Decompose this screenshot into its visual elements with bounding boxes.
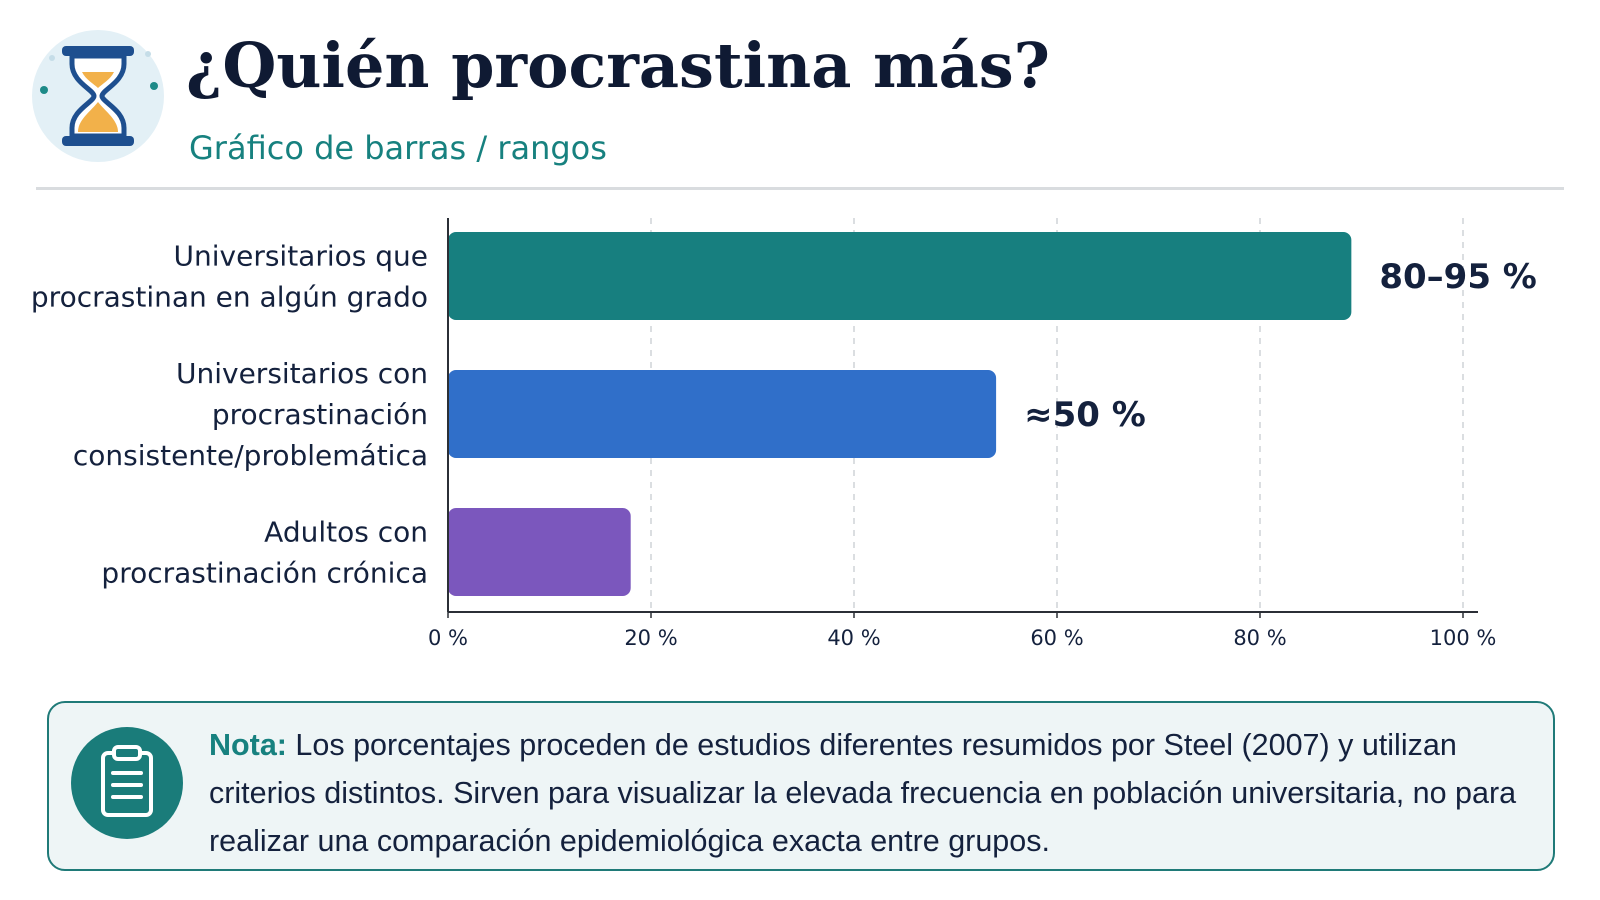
bar [448, 370, 997, 458]
page-subtitle: Gráfico de barras / rangos [189, 129, 607, 167]
x-tick-label: 100 % [1430, 626, 1497, 650]
x-tick-label: 80 % [1233, 626, 1286, 650]
category-label-line: procrastinan en algún grado [31, 281, 428, 314]
x-tick-label: 40 % [827, 626, 880, 650]
x-tick-label: 20 % [624, 626, 677, 650]
category-label: Adultos con procrastinación crónica [101, 516, 428, 590]
category-label: Universitarios con procrastinación consist… [73, 357, 428, 472]
category-label-line: consistente/problemática [73, 439, 428, 472]
x-tick-label: 0 % [428, 626, 468, 650]
category-label-line: Universitarios con [176, 357, 428, 390]
category-label-line: procrastinación [212, 398, 428, 431]
clipboard-icon [71, 727, 183, 839]
page-title: ¿Quién procrastina más? [186, 29, 1050, 102]
category-label-line: Universitarios que [174, 240, 429, 273]
value-label: 80–95 % [1379, 257, 1537, 297]
category-label: Universitarios que procrastinan en algún … [31, 240, 428, 314]
x-tick-label: 60 % [1030, 626, 1083, 650]
note-lead: Nota: [209, 728, 287, 762]
bar [448, 232, 1352, 320]
hourglass-icon [32, 30, 164, 162]
note-body: Los porcentajes proceden de estudios dif… [209, 728, 1517, 858]
category-label-line: Adultos con [264, 516, 428, 549]
note-text: Nota: Los porcentajes proceden de estudi… [209, 721, 1529, 865]
value-label: ≈50 % [1024, 395, 1146, 435]
note-box: Nota: Los porcentajes proceden de estudi… [47, 701, 1555, 871]
bar [448, 508, 631, 596]
header-divider [36, 187, 1564, 190]
category-label-line: procrastinación crónica [101, 557, 428, 590]
